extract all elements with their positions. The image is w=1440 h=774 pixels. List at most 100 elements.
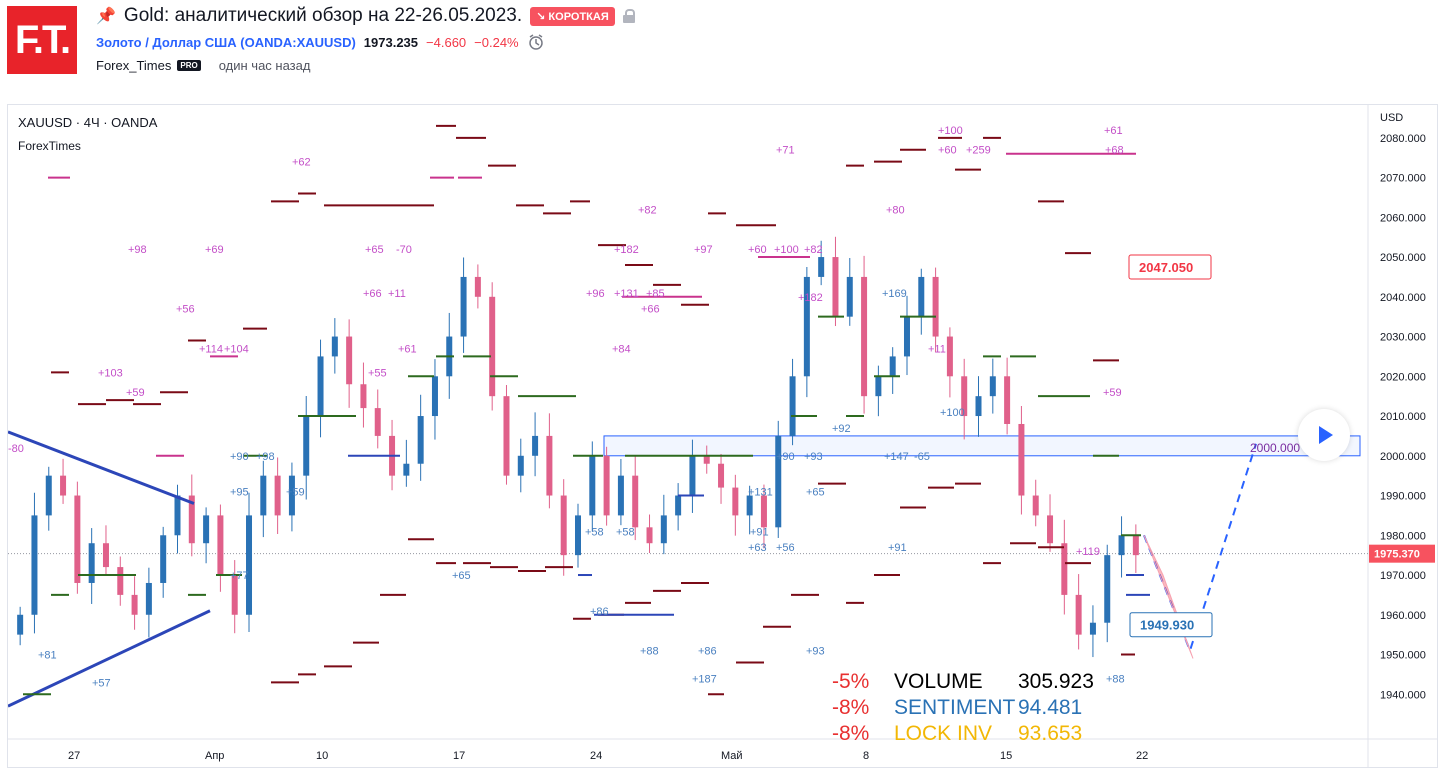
symbol-link[interactable]: Золото / Доллар США (OANDA:XAUUSD) bbox=[96, 34, 356, 50]
pro-badge: PRO bbox=[177, 60, 201, 71]
candle-body bbox=[989, 376, 996, 397]
y-tick-label: 2080.000 bbox=[1380, 133, 1426, 145]
candle-body bbox=[145, 582, 152, 615]
last-price: 1973.235 bbox=[363, 34, 419, 50]
x-tick-label: Май bbox=[721, 750, 743, 762]
published-time: один час назад bbox=[218, 58, 311, 73]
candle-body bbox=[117, 567, 124, 595]
candle-body bbox=[1104, 555, 1111, 623]
signal-label: +95 bbox=[230, 487, 249, 499]
x-tick-label: 8 bbox=[863, 750, 869, 762]
candle-body bbox=[503, 396, 510, 476]
signal-label: +259 bbox=[966, 145, 991, 157]
signal-label: +71 bbox=[776, 145, 795, 157]
candle-body bbox=[632, 475, 639, 528]
signal-label: +169 bbox=[882, 288, 907, 300]
candle-body bbox=[532, 435, 539, 456]
author-row: Forex_Times PRO один час назад bbox=[96, 58, 310, 73]
candle-body bbox=[1004, 376, 1011, 424]
signal-label: +65 bbox=[806, 487, 825, 499]
signal-label: +114 bbox=[199, 343, 223, 355]
author-name[interactable]: Forex_Times bbox=[96, 58, 172, 73]
candle-body bbox=[617, 475, 624, 516]
stat-percent: -5% bbox=[832, 670, 869, 693]
signal-label: +100 bbox=[940, 407, 965, 419]
candle-body bbox=[889, 356, 896, 377]
signal-label: +97 bbox=[694, 244, 713, 256]
signal-label: +84 bbox=[612, 343, 631, 355]
signal-label: +62 bbox=[292, 157, 311, 169]
signal-label: +69 bbox=[205, 244, 224, 256]
signal-label: +119 bbox=[1076, 546, 1100, 558]
signal-label: +131 bbox=[748, 487, 773, 499]
candle-body bbox=[675, 495, 682, 516]
symbol-row: Золото / Доллар США (OANDA:XAUUSD) 1973.… bbox=[96, 33, 545, 51]
signal-label: +187 bbox=[692, 673, 717, 685]
upper-target-label-box bbox=[1128, 254, 1212, 280]
candle-body bbox=[1018, 423, 1025, 496]
signal-label: +98 bbox=[128, 244, 147, 256]
x-tick-label: 27 bbox=[68, 750, 80, 762]
candle-body bbox=[360, 384, 367, 409]
signal-label: +100 bbox=[774, 244, 799, 256]
signal-label: +96 bbox=[586, 288, 605, 300]
y-tick-label: 2070.000 bbox=[1380, 173, 1426, 185]
candle-body bbox=[174, 495, 181, 536]
stat-percent: -8% bbox=[832, 722, 869, 745]
play-button[interactable] bbox=[1298, 409, 1350, 461]
signal-label: +88 bbox=[1106, 673, 1125, 685]
candle-body bbox=[460, 276, 467, 337]
signal-label: +80 bbox=[886, 204, 905, 216]
stat-value: 94.481 bbox=[1018, 696, 1082, 719]
stat-percent: -8% bbox=[832, 696, 869, 719]
price-change-pct: −0.24% bbox=[474, 34, 519, 50]
short-signal-triangle bbox=[1143, 535, 1194, 659]
candle-body bbox=[603, 455, 610, 516]
signal-label: +68 bbox=[1105, 145, 1124, 157]
candle-body bbox=[88, 543, 95, 583]
signal-label: +55 bbox=[368, 367, 387, 379]
signal-label: +90 bbox=[776, 451, 795, 463]
candle-body bbox=[188, 495, 195, 544]
signal-label: +66 bbox=[363, 288, 382, 300]
projection-path bbox=[1143, 443, 1257, 654]
candle-body bbox=[818, 257, 825, 277]
signal-label: +77 bbox=[230, 570, 249, 582]
signal-label: -80 bbox=[8, 443, 24, 455]
candle-body bbox=[1075, 594, 1082, 635]
signal-label: +90 bbox=[230, 451, 249, 463]
candle-body bbox=[431, 376, 438, 417]
x-tick-label: 17 bbox=[453, 750, 465, 762]
candle-body bbox=[288, 475, 295, 516]
signal-label: +59 bbox=[126, 387, 145, 399]
candle-body bbox=[60, 475, 67, 496]
chart-panel[interactable]: USD 2080.000 2070.000 2060.000 2050.000 2040.… bbox=[7, 104, 1438, 768]
signal-label: +82 bbox=[804, 244, 823, 256]
candle-body bbox=[946, 336, 953, 377]
price-chart[interactable]: USD 2080.000 2070.000 2060.000 2050.000 2040.… bbox=[8, 105, 1437, 767]
y-tick-label: 1950.000 bbox=[1380, 650, 1426, 662]
x-tick-label: 15 bbox=[1000, 750, 1012, 762]
candle-body bbox=[217, 515, 224, 576]
signal-label: +63 bbox=[748, 542, 767, 554]
signal-label: +147 bbox=[884, 451, 909, 463]
candle-body bbox=[932, 276, 939, 337]
candle-body bbox=[903, 316, 910, 357]
alarm-clock-icon[interactable] bbox=[527, 33, 545, 51]
candle-body bbox=[474, 276, 481, 297]
candle-body bbox=[846, 276, 853, 317]
signal-label: +58 bbox=[616, 526, 635, 538]
y-tick-label: 1960.000 bbox=[1380, 610, 1426, 622]
y-tick-label: 2010.000 bbox=[1380, 411, 1426, 423]
signal-label: +91 bbox=[750, 526, 769, 538]
candle-body bbox=[918, 276, 925, 317]
candle-body bbox=[689, 455, 696, 496]
pin-icon: 📌 bbox=[96, 8, 116, 25]
signal-label: +82 bbox=[638, 204, 657, 216]
signal-label: +81 bbox=[38, 650, 57, 662]
signal-label: +98 bbox=[256, 451, 275, 463]
signal-label: -65 bbox=[914, 451, 930, 463]
signal-label: +56 bbox=[776, 542, 795, 554]
stat-name: VOLUME bbox=[894, 670, 983, 693]
y-tick-label: 2050.000 bbox=[1380, 252, 1426, 264]
